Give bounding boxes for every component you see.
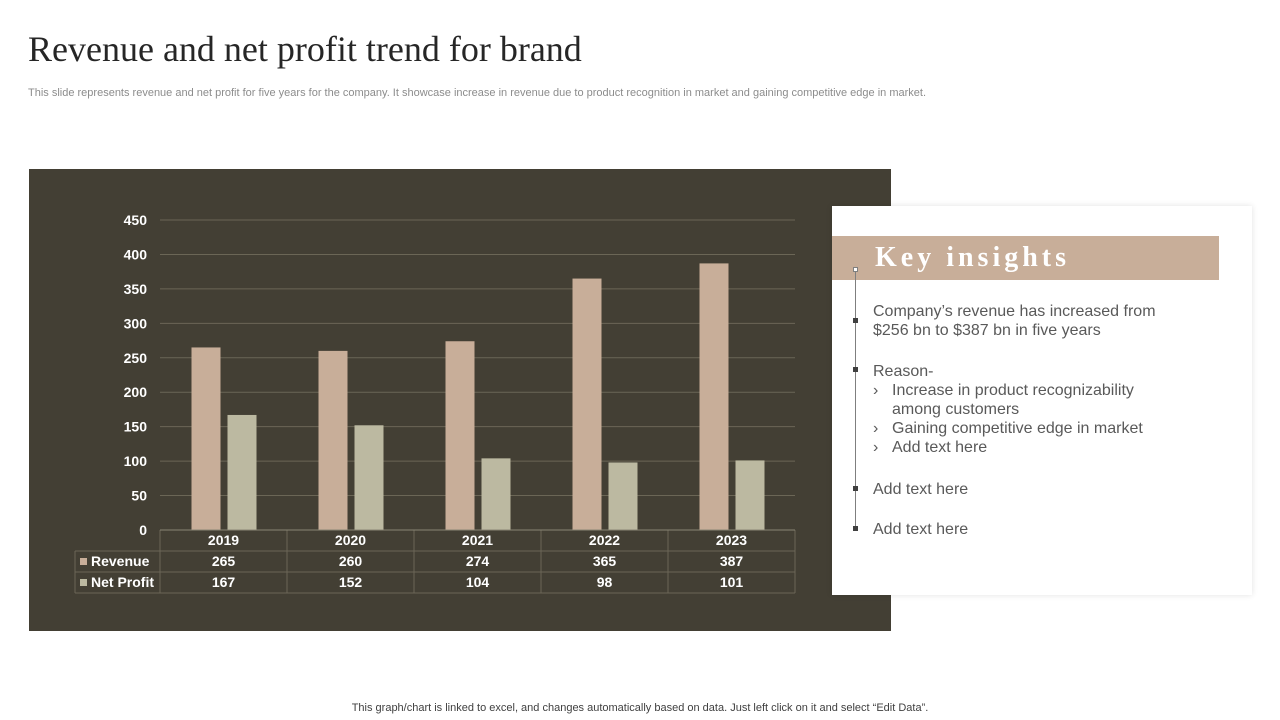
reason-sub-text: Gaining competitive edge in market <box>892 420 1143 437</box>
y-tick-label: 200 <box>124 384 148 400</box>
legend-label: Revenue <box>91 553 150 569</box>
bar-net-profit <box>735 460 765 530</box>
bar-net-profit <box>227 414 257 530</box>
reason-sub-item: › Add text here <box>873 438 1143 457</box>
data-table-value: 265 <box>212 553 236 569</box>
data-table-value: 365 <box>593 553 617 569</box>
reason-sub-text: among customers <box>892 401 1020 418</box>
x-category-label: 2021 <box>462 532 493 548</box>
data-table-value: 101 <box>720 574 744 590</box>
y-tick-label: 450 <box>124 212 148 228</box>
bar-chart[interactable]: 0 50 100 150 200 250 300 350 400 450 2019 2020 2021 2… <box>29 169 891 631</box>
insight-point: Add text here <box>873 481 969 498</box>
x-category-label: 2022 <box>589 532 620 548</box>
y-tick-label: 0 <box>139 522 147 538</box>
legend-label: Net Profit <box>91 574 154 590</box>
key-insights-header: Key insights <box>832 236 1219 280</box>
chevron-right-icon: › <box>873 420 879 437</box>
reason-sub-item: › Gaining competitive edge in market <box>873 419 1143 438</box>
insight-point: Add text here <box>873 521 969 538</box>
timeline-line <box>855 270 856 528</box>
insight-text: Company’s revenue has increased from <box>873 303 1156 320</box>
y-tick-label: 100 <box>124 453 148 469</box>
y-tick-label: 350 <box>124 281 148 297</box>
timeline-dot <box>853 367 858 372</box>
bar-revenue <box>572 278 602 530</box>
reason-sub-text: Increase in product recognizability <box>892 382 1134 399</box>
y-tick-label: 50 <box>131 488 147 504</box>
timeline-dot <box>853 486 858 491</box>
chevron-right-icon: › <box>873 439 879 456</box>
reason-sub-item: › Increase in product recognizability am… <box>873 381 1143 419</box>
timeline-dot <box>853 267 858 272</box>
bar-revenue <box>445 341 475 530</box>
data-table-value: 274 <box>466 553 490 569</box>
data-table-value: 152 <box>339 574 363 590</box>
legend-swatch <box>80 579 87 586</box>
footer-note: This graph/chart is linked to excel, and… <box>351 702 929 714</box>
slide-subtitle: This slide represents revenue and net pr… <box>28 87 927 99</box>
insight-reason: Reason- › Increase in product recognizab… <box>873 362 1143 457</box>
bar-revenue <box>191 347 221 530</box>
timeline-dot <box>853 318 858 323</box>
bar-net-profit <box>481 458 511 530</box>
key-insights-card: Key insights Company’s revenue has incre… <box>832 206 1252 595</box>
y-tick-label: 150 <box>124 419 148 435</box>
data-table-value: 387 <box>720 553 744 569</box>
legend-swatch <box>80 558 87 565</box>
bar-net-profit <box>354 425 384 530</box>
data-table-value: 98 <box>597 574 613 590</box>
y-tick-label: 250 <box>124 350 148 366</box>
y-tick-label: 300 <box>124 315 148 331</box>
data-table-value: 260 <box>339 553 363 569</box>
bar-revenue <box>699 263 729 530</box>
bar-net-profit <box>608 462 638 530</box>
bar-revenue <box>318 350 348 530</box>
chart-panel[interactable]: 0 50 100 150 200 250 300 350 400 450 2019 2020 2021 2… <box>29 169 891 631</box>
slide-title: Revenue and net profit trend for brand <box>28 29 582 69</box>
key-insights-title: Key insights <box>875 242 1071 273</box>
reason-sub-text: Add text here <box>892 439 988 456</box>
x-category-label: 2023 <box>716 532 747 548</box>
reason-label: Reason- <box>873 363 934 380</box>
timeline-dot <box>853 526 858 531</box>
x-category-label: 2019 <box>208 532 239 548</box>
chevron-right-icon: › <box>873 382 879 399</box>
x-category-label: 2020 <box>335 532 366 548</box>
data-table-value: 167 <box>212 574 236 590</box>
insight-text: $256 bn to $387 bn in five years <box>873 322 1101 339</box>
insight-point: Company’s revenue has increased from $25… <box>873 302 1156 340</box>
y-tick-label: 400 <box>124 246 148 262</box>
data-table-value: 104 <box>466 574 490 590</box>
